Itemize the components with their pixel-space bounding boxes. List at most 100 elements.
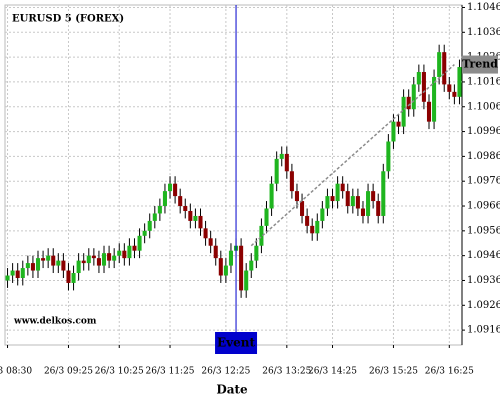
trend-line [250,64,455,247]
candle-body [122,250,127,259]
candle-body [152,213,157,221]
candle-body [61,260,66,271]
candle-body [188,210,193,221]
candle-body [223,265,228,276]
candle-body [244,270,249,291]
x-tick-label: 26/3 16:25 [425,367,474,377]
candle-body [447,84,452,92]
candle-body [289,171,294,192]
x-tick-label: 26/3 14:25 [308,367,357,377]
candle-body [15,270,20,278]
candle-body [381,171,386,216]
candle-body [452,91,457,97]
candle-body [203,228,208,239]
x-tick-label: 26/3 12:25 [201,367,250,377]
x-tick-label: 26/3 08:30 [0,367,32,377]
y-tick-label: 1.0966 [467,201,500,212]
candle-body [91,255,96,259]
candle-body [406,96,411,110]
candle-body [157,206,162,214]
y-tick-label: 1.0936 [467,275,500,286]
candle-body [294,191,300,202]
candle-body [137,235,142,251]
trend-label-box [462,55,498,74]
candle-body [208,238,213,246]
candle-body [284,153,289,172]
candle-body [178,196,183,207]
candle-body [426,101,432,122]
candle-body [127,245,132,259]
candle-body [107,253,112,261]
candle-body [320,208,325,221]
x-tick-label: 26/3 11:25 [146,367,195,377]
candle-body [457,67,462,97]
x-tick-label: 26/3 15:25 [369,367,418,377]
candle-body [147,220,152,231]
candle-body [71,273,76,283]
candle-body [376,201,381,216]
y-tick-label: 1.0976 [467,176,500,187]
candle-body [279,153,284,159]
candle-body [411,84,416,110]
candle-body [274,158,279,184]
x-tick-label: 26/3 10:25 [95,367,144,377]
candle-body [371,191,376,202]
candle-body [340,183,345,192]
candle-body [325,196,330,209]
candle-body [432,76,437,122]
candle-body [46,255,51,261]
candle-body [81,260,86,264]
y-tick-label: 1.1016 [467,76,500,87]
x-tick-label: 26/3 13:25 [262,367,311,377]
candle-body [366,191,371,216]
candle-body [173,183,178,197]
candle-body [117,250,122,256]
candle-body [350,196,355,207]
y-tick-label: 1.1036 [467,27,500,38]
candle-body [132,245,137,251]
y-tick-label: 1.0956 [467,225,500,236]
candle-body [259,225,264,246]
candle-body [421,72,426,102]
x-tick-label: 26/3 09:25 [44,367,93,377]
candle-body [213,245,218,259]
candle-body [183,206,188,211]
candle-body [76,260,81,274]
y-tick-label: 1.0926 [467,300,500,311]
candle-body [416,72,421,85]
candle-body [41,258,46,261]
trend-label: Trend [462,58,498,71]
candle-body [35,258,41,271]
candle-body [249,260,254,271]
y-tick-label: 1.0916 [467,325,500,336]
candle-body [305,215,310,226]
candle-body [360,208,366,216]
event-label-box [215,332,258,354]
candle-body [239,245,244,291]
candle-body [310,225,315,234]
candle-body [355,196,360,209]
candle-body [193,215,198,221]
x-axis-label: Date [216,383,248,397]
candle-body [437,52,442,77]
candle-body [386,141,391,172]
candle-body [10,270,15,276]
candle-body [51,255,56,266]
candle-body [20,268,25,278]
candle-body [56,260,61,266]
candle-body [142,230,147,236]
candle-body [391,121,396,142]
y-tick-label: 1.1046 [467,2,500,13]
candle-body [96,258,101,266]
watermark: www.delkos.com [13,317,97,327]
candle-body [162,191,167,207]
event-label: Event [217,336,255,350]
y-tick-label: 1.0946 [467,250,500,261]
candle-body [101,253,107,266]
candle-body [401,96,406,127]
candle-body [198,215,203,229]
candle-body [254,245,259,261]
candle-body [335,183,340,202]
candle-body [396,121,401,127]
